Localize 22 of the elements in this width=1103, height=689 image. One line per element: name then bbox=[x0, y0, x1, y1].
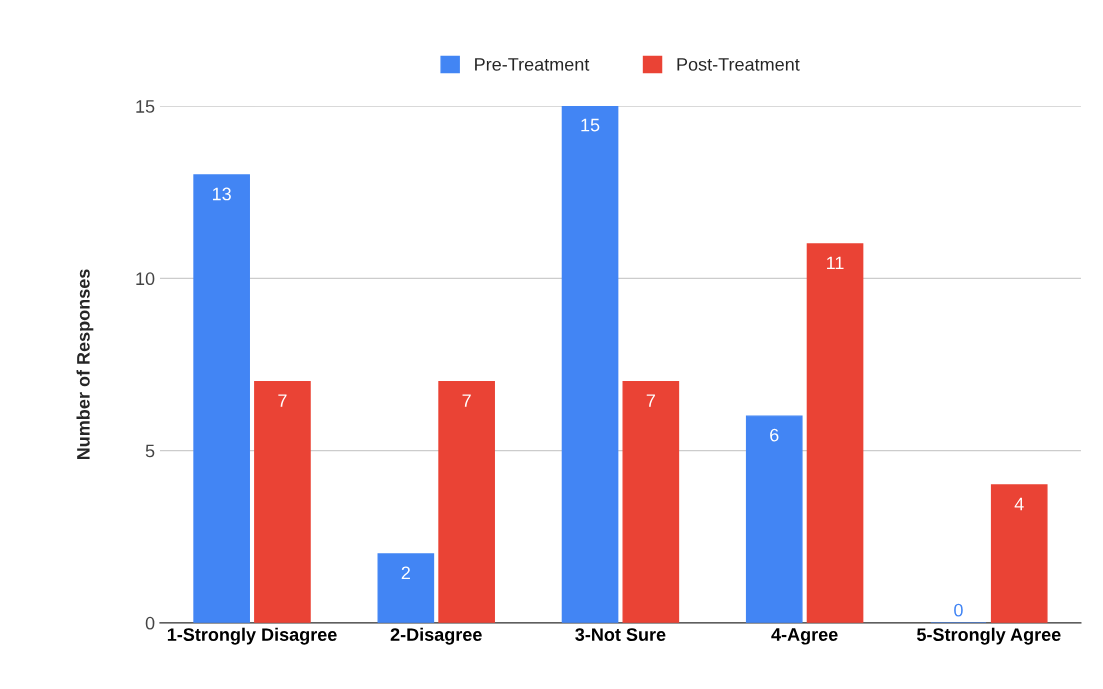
data-label: 7 bbox=[278, 394, 287, 407]
data-label: 13 bbox=[212, 187, 231, 201]
y-tick-label: 15 bbox=[136, 100, 155, 113]
y-tick-label: 0 bbox=[145, 616, 155, 630]
x-tick-label: 2-Disagree bbox=[390, 627, 482, 645]
data-label: 2 bbox=[401, 566, 410, 580]
data-label: 7 bbox=[462, 394, 471, 407]
y-tick-label: 10 bbox=[136, 272, 155, 286]
legend-label: Pre-Treatment bbox=[475, 58, 590, 71]
data-label: 4 bbox=[1014, 497, 1024, 511]
x-tick-label: 5-Strongly Agree bbox=[917, 627, 1061, 645]
data-label: 15 bbox=[581, 118, 600, 132]
x-tick-label: 4-Agree bbox=[771, 628, 838, 645]
x-tick-label: 3-Not Sure bbox=[575, 628, 666, 641]
data-label: 6 bbox=[770, 428, 779, 442]
y-tick-label: 5 bbox=[145, 444, 155, 458]
data-label: 11 bbox=[827, 256, 844, 270]
legend-label: Post-Treatment bbox=[677, 58, 800, 71]
data-label: 7 bbox=[646, 394, 655, 407]
data-label: 0 bbox=[954, 603, 963, 617]
y-axis-title: Number of Responses bbox=[76, 269, 94, 460]
x-tick-label: 1-Strongly Disagree bbox=[167, 627, 337, 645]
